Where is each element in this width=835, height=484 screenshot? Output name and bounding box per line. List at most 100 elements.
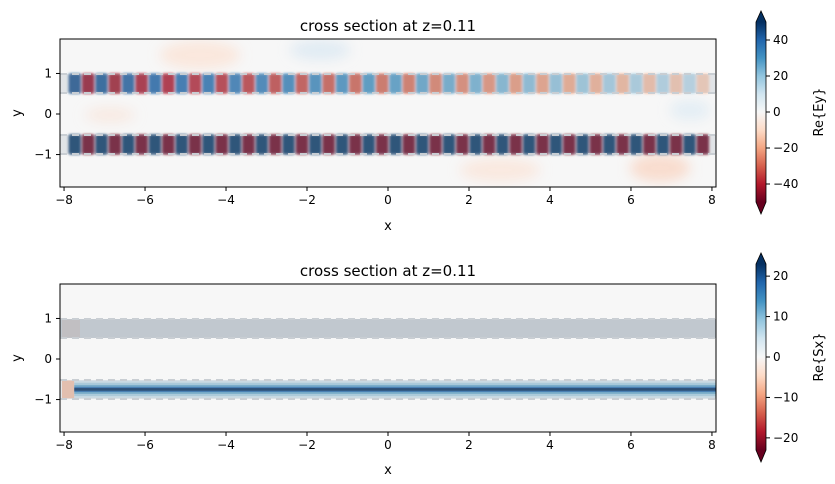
- ey-x-tick-label: −2: [298, 193, 316, 207]
- ey-field-stripe: [643, 134, 656, 155]
- sx-x-tick-label: 4: [546, 438, 554, 452]
- ey-field-stripe: [563, 73, 576, 94]
- ey-field-stripe: [389, 134, 402, 155]
- ey-field-stripe: [309, 134, 322, 155]
- ey-radiation-haze: [85, 40, 710, 182]
- ey-field-stripe: [549, 134, 563, 155]
- ey-x-tick-label: −4: [217, 193, 235, 207]
- ey-field-stripe: [616, 134, 629, 155]
- ey-field-stripe: [175, 73, 188, 94]
- ey-field-stripe: [269, 134, 282, 155]
- ey-y-axis: −1 0 1: [34, 66, 60, 162]
- ey-chart-title: cross section at z=0.11: [300, 17, 476, 35]
- ey-x-tick-label: 0: [384, 193, 392, 207]
- ey-field-stripe: [175, 134, 188, 155]
- ey-colorbar-ticks: −40 −20 0 20 40: [766, 33, 798, 191]
- ey-colorbar-extend-bottom: [756, 202, 766, 214]
- ey-field-stripe: [429, 73, 442, 94]
- ey-background: [60, 39, 716, 187]
- sx-x-tick-label: 2: [465, 438, 473, 452]
- ey-y-label: y: [10, 109, 25, 117]
- ey-field-stripe: [242, 134, 255, 155]
- ey-colorbar-extend-top: [756, 11, 766, 22]
- ey-colorbar-label: Re{Ey}: [812, 88, 827, 137]
- ey-x-tick-label: 4: [546, 193, 554, 207]
- ey-colorbar: −40 −20 0 20 40 Re{Ey}: [755, 10, 827, 216]
- ey-plot-area: [60, 39, 716, 187]
- ey-x-tick-label: 2: [465, 193, 473, 207]
- ey-field-stripe: [696, 73, 710, 94]
- ey-field-stripe: [135, 73, 148, 94]
- ey-field-stripe: [162, 134, 175, 155]
- sx-y-tick-label: −1: [34, 393, 52, 407]
- ey-field-stripe: [375, 73, 389, 94]
- ey-field-stripe: [629, 134, 643, 155]
- sx-panel: cross section at z=0.11 −8 −6 −4 −2 0 2 4 6 8 −1…: [10, 252, 827, 478]
- ey-field-stripe: [416, 73, 429, 94]
- ey-field-stripe: [656, 134, 669, 155]
- ey-field-stripe: [295, 134, 309, 155]
- ey-field-stripe: [349, 134, 362, 155]
- ey-colorbar-tick-label: −40: [773, 177, 798, 191]
- ey-field-stripe: [68, 73, 81, 94]
- ey-field-stripe: [522, 73, 536, 94]
- ey-field-stripe: [469, 73, 482, 94]
- ey-colorbar-tick-label: 40: [773, 33, 788, 47]
- sx-x-tick-label: −8: [55, 438, 73, 452]
- sx-colorbar-extend-top: [756, 253, 766, 264]
- sx-colorbar-tick-label: −20: [773, 431, 798, 445]
- ey-field-stripe: [549, 73, 563, 94]
- ey-field-stripe: [242, 73, 255, 94]
- ey-x-tick-label: 6: [627, 193, 635, 207]
- ey-field-stripe: [95, 73, 108, 94]
- ey-colorbar-tick-label: −20: [773, 141, 798, 155]
- sx-y-label: y: [10, 354, 25, 362]
- ey-field-stripe: [589, 73, 603, 94]
- ey-waveguide-field: [68, 134, 710, 155]
- ey-field-stripe: [68, 134, 81, 155]
- sx-colorbar-tick-label: −10: [773, 390, 798, 404]
- ey-field-stripes: [68, 73, 710, 155]
- ey-field-stripe: [108, 73, 122, 94]
- ey-field-stripe: [683, 73, 696, 94]
- ey-field-stripe: [322, 134, 335, 155]
- sx-source-region: [62, 380, 75, 399]
- sx-background: [60, 284, 716, 432]
- ey-field-stripe: [496, 134, 509, 155]
- sx-x-tick-label: 6: [627, 438, 635, 452]
- ey-field-stripe: [669, 134, 683, 155]
- ey-field-stripe: [696, 134, 710, 155]
- ey-field-stripe: [683, 134, 696, 155]
- ey-field-stripe: [335, 73, 349, 94]
- ey-field-stripe: [322, 73, 335, 94]
- sx-colorbar-ticks: −20 −10 0 10 20: [766, 269, 798, 445]
- ey-field-stripe: [228, 134, 242, 155]
- ey-x-tick-label: −8: [55, 193, 73, 207]
- sx-chart-title: cross section at z=0.11: [300, 262, 476, 280]
- ey-field-stripe: [522, 134, 536, 155]
- ey-waveguide-field: [68, 73, 710, 94]
- sx-colorbar-gradient: [756, 264, 766, 450]
- sx-x-tick-label: 8: [708, 438, 716, 452]
- sx-x-tick-label: −2: [298, 438, 316, 452]
- ey-y-tick-label: 1: [44, 66, 52, 80]
- ey-field-stripe: [202, 73, 215, 94]
- ey-field-stripe: [603, 134, 616, 155]
- ey-field-stripe: [108, 134, 122, 155]
- ey-x-label: x: [384, 219, 392, 234]
- ey-field-stripe: [629, 73, 643, 94]
- ey-field-stripe: [442, 73, 456, 94]
- ey-field-stripe: [135, 134, 148, 155]
- sx-colorbar-tick-label: 20: [773, 269, 788, 283]
- ey-field-stripe: [282, 73, 295, 94]
- ey-field-stripe: [563, 134, 576, 155]
- ey-field-stripe: [309, 73, 322, 94]
- ey-field-stripe: [456, 134, 469, 155]
- sx-y-axis: −1 0 1: [34, 311, 60, 407]
- sx-plot-area: [60, 284, 716, 432]
- ey-field-stripe: [536, 134, 549, 155]
- ey-field-stripe: [148, 134, 162, 155]
- sx-power-band: [74, 388, 716, 391]
- ey-y-tick-label: 0: [44, 107, 52, 121]
- ey-field-stripe: [362, 73, 375, 94]
